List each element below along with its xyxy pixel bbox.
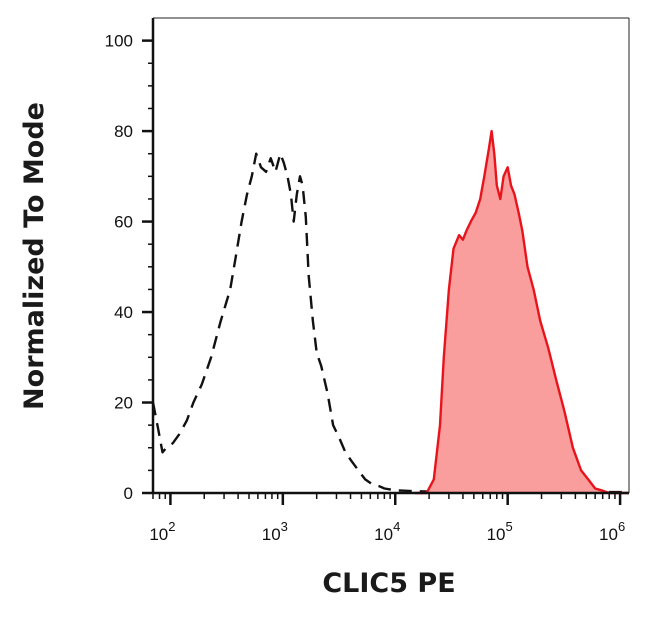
histogram-fill-1 <box>415 131 629 493</box>
y-axis-title: Normalized To Mode <box>19 102 50 410</box>
y-tick-label: 60 <box>114 213 133 232</box>
histogram-line-1 <box>415 129 629 495</box>
y-tick-label: 80 <box>114 122 133 141</box>
x-tick-label: 103 <box>262 519 288 544</box>
x-tick-label: 104 <box>374 519 400 544</box>
histogram-line-0 <box>151 152 629 494</box>
axes-layer <box>151 17 630 495</box>
y-tick-label: 20 <box>114 394 133 413</box>
series-layer <box>151 129 629 495</box>
x-tick-label: 106 <box>599 519 625 544</box>
x-tick-label: 105 <box>487 519 513 544</box>
ticks-layer: 0 20 40 60 80 100 102 103 104 105 106 <box>105 32 626 544</box>
y-tick-label: 0 <box>124 484 133 503</box>
y-tick-label: 100 <box>105 32 133 51</box>
x-axis-title: CLIC5 PE <box>322 568 455 599</box>
y-tick-label: 40 <box>114 303 133 322</box>
x-tick-label: 102 <box>149 519 175 544</box>
